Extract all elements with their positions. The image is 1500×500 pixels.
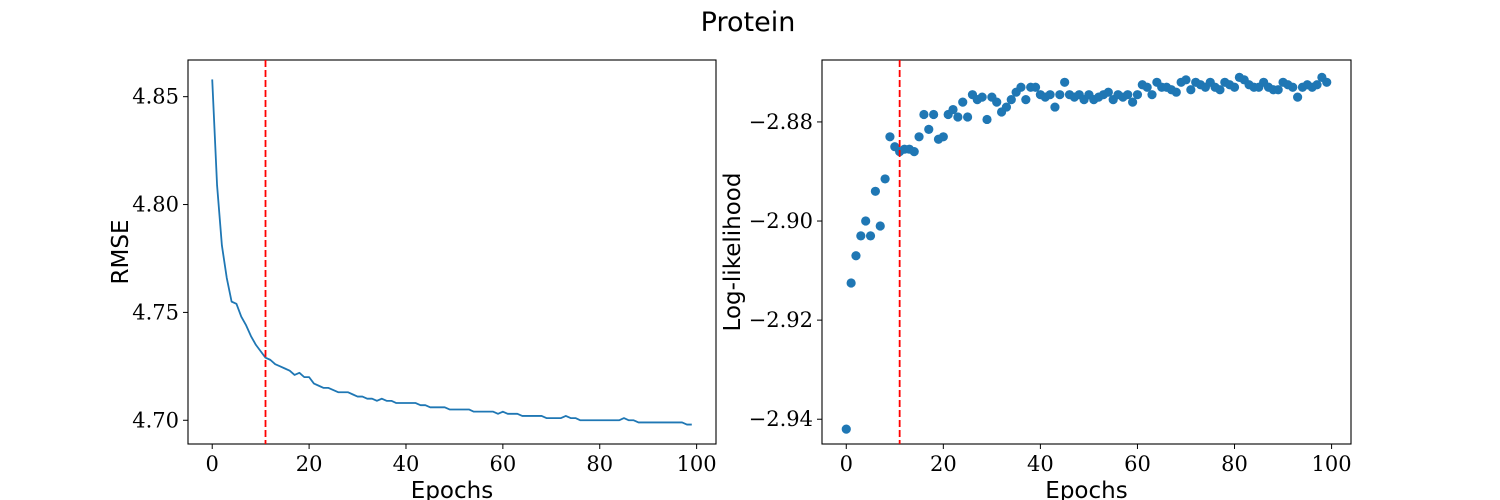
axes-frame	[187, 59, 717, 445]
scatter-point	[1050, 102, 1060, 112]
scatter-point	[1060, 77, 1070, 87]
scatter-point	[841, 424, 851, 434]
scatter-point	[1322, 77, 1332, 87]
scatter-point	[909, 147, 919, 157]
y-axis-label: RMSE	[108, 220, 134, 285]
scatter-point	[1142, 82, 1152, 92]
y-tick-label: 4.75	[132, 300, 179, 324]
x-tick-label: 20	[930, 452, 957, 476]
scatter-point	[851, 251, 861, 261]
x-tick-label: 100	[677, 452, 717, 476]
scatter-point	[1006, 95, 1016, 105]
scatter-point	[948, 104, 958, 115]
scatter-point	[1132, 90, 1143, 100]
scatter-point	[1215, 85, 1225, 95]
y-tick-label: −2.92	[749, 308, 813, 332]
scatter-point	[861, 216, 871, 226]
scatter-point	[1030, 82, 1041, 92]
rmse-series-line	[211, 79, 692, 426]
scatter-point	[992, 97, 1002, 107]
log-likelihood-plot: 0 20 40 60 80 100 −2.94 −2.92 −2.90 −2.88 Epochs Lo…	[720, 59, 1352, 500]
y-tick-label: 4.80	[132, 193, 179, 217]
scatter-point	[958, 97, 968, 107]
x-tick-label: 60	[489, 452, 516, 476]
scatter-point	[938, 132, 948, 142]
scatter-point	[885, 132, 895, 142]
y-tick-label: −2.88	[749, 110, 813, 134]
y-tick-label: 4.70	[132, 408, 179, 432]
figure-title: Protein	[701, 7, 796, 38]
scatter-point	[1128, 97, 1138, 107]
scatter-point	[1055, 90, 1065, 100]
scatter-point	[1273, 85, 1283, 95]
scatter-point	[870, 186, 880, 196]
x-tick-label: 0	[840, 452, 853, 476]
scatter-point	[1229, 82, 1240, 92]
scatter-point	[865, 231, 876, 241]
x-tick-label: 60	[1124, 452, 1151, 476]
axes-frame	[821, 59, 1352, 445]
y-tick-label: −2.94	[749, 407, 813, 431]
scatter-point	[1123, 90, 1133, 100]
scatter-point	[1001, 102, 1012, 112]
scatter-point	[963, 112, 973, 122]
scatter-point	[880, 174, 890, 184]
plot-area	[841, 60, 1332, 444]
x-tick-label: 100	[1312, 452, 1352, 476]
scatter-point	[1293, 92, 1303, 102]
y-tick-label: −2.90	[749, 209, 813, 233]
scatter-point	[875, 221, 885, 231]
x-axis-label: Epochs	[1045, 478, 1127, 500]
y-axis-label: Log-likelihood	[720, 173, 746, 332]
plot-area	[211, 60, 692, 444]
scatter-point	[1147, 90, 1157, 100]
scatter-point	[1181, 75, 1191, 85]
x-tick-label: 0	[206, 452, 219, 476]
scatter-point	[977, 92, 987, 102]
x-tick-label: 40	[1027, 452, 1054, 476]
scatter-point	[929, 109, 939, 120]
scatter-point	[914, 132, 924, 142]
scatter-point	[924, 124, 934, 134]
scatter-point	[1103, 87, 1113, 97]
x-tick-label: 20	[296, 452, 323, 476]
x-tick-label: 40	[393, 452, 420, 476]
scatter-point	[1016, 82, 1026, 92]
scatter-point	[1021, 95, 1031, 105]
x-tick-label: 80	[1221, 452, 1248, 476]
y-tick-label: 4.85	[132, 85, 179, 109]
x-axis-label: Epochs	[411, 478, 493, 500]
scatter-point	[1312, 80, 1322, 90]
scatter-point	[846, 278, 856, 288]
scatter-point	[1288, 82, 1298, 92]
rmse-plot: 0 20 40 60 80 100 4.70 4.75 4.80 4.85 Epochs RMSE	[108, 59, 717, 500]
scatter-point	[953, 112, 963, 122]
scatter-point	[1171, 87, 1181, 97]
scatter-point	[1186, 85, 1196, 95]
scatter-point	[919, 109, 929, 120]
scatter-point	[982, 114, 992, 125]
scatter-point	[1045, 90, 1055, 100]
scatter-point	[856, 231, 866, 241]
x-tick-label: 80	[586, 452, 613, 476]
